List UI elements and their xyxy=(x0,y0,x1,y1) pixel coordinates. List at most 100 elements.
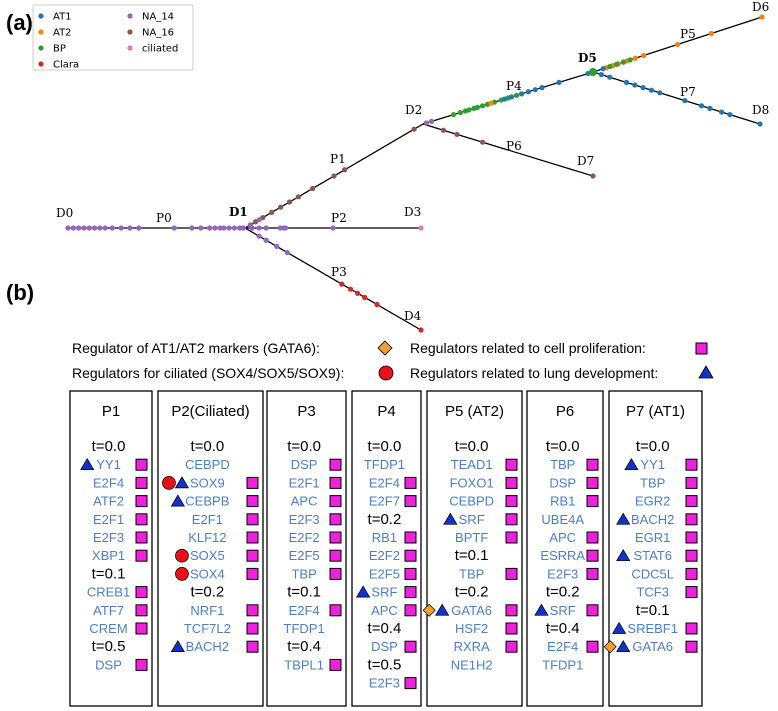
square-icon xyxy=(329,658,342,671)
legend-marker xyxy=(127,13,133,19)
legend-entry: NA_14 xyxy=(142,12,174,23)
gene-label: KLF12 xyxy=(188,530,226,545)
triangle-icon xyxy=(174,476,190,489)
square-icon xyxy=(404,567,417,580)
gene-label: APC xyxy=(371,603,398,618)
column-title: P2(Ciliated) xyxy=(171,403,249,420)
square-icon xyxy=(246,476,259,489)
diamond-icon xyxy=(603,640,617,654)
cell-point xyxy=(256,225,262,231)
node-label-d8: D8 xyxy=(752,103,769,117)
legend-marker xyxy=(127,45,133,51)
gene-label: TBP xyxy=(550,457,575,472)
square-icon xyxy=(685,531,698,544)
cell-point xyxy=(525,89,532,95)
cell-point xyxy=(97,225,103,231)
cell-type-legend: AT1 AT2 BP Clara NA_14 NA_16 ciliated xyxy=(32,4,194,71)
path-label-p4: P4 xyxy=(506,79,522,93)
gene-label: DSP xyxy=(371,639,398,654)
time-label: t=0.4 xyxy=(287,638,321,655)
cell-point xyxy=(451,112,457,118)
gene-label: EGR1 xyxy=(635,530,670,545)
square-icon xyxy=(586,549,599,562)
gene-label: E2F1 xyxy=(192,512,223,527)
cell-point xyxy=(600,66,606,72)
triangle-icon xyxy=(616,549,631,562)
square-icon xyxy=(505,531,518,544)
cell-point xyxy=(198,225,204,231)
gene-label: APC xyxy=(549,530,576,545)
column-frame xyxy=(266,390,347,707)
cell-point xyxy=(331,173,337,179)
gene-label: NRF1 xyxy=(190,603,224,618)
square-icon xyxy=(505,604,518,617)
gene-label: E2F4 xyxy=(93,475,124,490)
gene-label: GATA6 xyxy=(451,603,492,618)
gene-label: RB1 xyxy=(550,494,575,509)
key-proliferation-text: Regulators related to cell proliferation… xyxy=(410,340,646,356)
cell-point xyxy=(256,233,262,239)
gene-label: HSF2 xyxy=(455,621,488,636)
gene-label: TFDP1 xyxy=(542,657,583,672)
circle-icon xyxy=(175,548,189,563)
cell-point xyxy=(648,87,655,93)
column-title: P7 (AT1) xyxy=(626,403,685,420)
gene-label: E2F2 xyxy=(369,548,400,563)
cell-point xyxy=(718,109,725,115)
square-icon xyxy=(246,622,259,635)
gene-label: E2F3 xyxy=(369,676,400,691)
cell-point xyxy=(411,126,417,132)
key-gata6-text: Regulator of AT1/AT2 markers (GATA6): xyxy=(72,340,320,356)
square-icon xyxy=(685,513,698,526)
triangle-icon xyxy=(624,458,639,471)
cell-point xyxy=(207,225,213,231)
cell-point xyxy=(263,225,269,231)
path-label-p7: P7 xyxy=(680,85,696,99)
cell-point xyxy=(488,100,494,106)
gene-label: UBE4A xyxy=(541,512,584,527)
legend-entry: NA_16 xyxy=(142,28,174,39)
column-4: P4 t=0.0 TFDP1 E2F4 E2F7 t=0.2 RB1 E2F2 E2F5 SRF A… xyxy=(351,390,422,707)
key-lung-suffix: lung development: xyxy=(544,365,658,381)
gene-label: ATF7 xyxy=(93,603,124,618)
legend-entry: AT2 xyxy=(53,28,72,39)
gene-label: E2F1 xyxy=(289,475,320,490)
cell-point xyxy=(81,225,87,231)
gene-label: E2F4 xyxy=(289,603,320,618)
cell-point xyxy=(263,237,269,243)
cell-point xyxy=(440,127,446,133)
trajectory-tree: D0 D1 D2 D3 D4 D5 D6 D7 D8 P0 P1 P2 P3 P4 P5 P6 P7 xyxy=(56,0,769,333)
cell-point xyxy=(189,225,195,231)
cell-point xyxy=(707,105,713,111)
legend-entry: BP xyxy=(53,44,66,55)
column-2: P2(Ciliated) t=0.0 CEBPD SOX9 CEBPB E2F1 KLF12… xyxy=(157,390,264,707)
node-label-d5: D5 xyxy=(578,51,597,65)
gene-label: SRF xyxy=(550,603,576,618)
gene-label: TBP xyxy=(291,566,316,581)
cell-point xyxy=(539,85,545,91)
cell-point xyxy=(91,225,98,231)
cell-point xyxy=(632,55,638,61)
time-label: t=0.0 xyxy=(636,438,670,455)
cell-point xyxy=(589,68,597,76)
cell-point xyxy=(339,281,345,287)
gene-label: FOXO1 xyxy=(450,475,494,490)
gene-label: E2F3 xyxy=(93,530,124,545)
gene-label: CEBPD xyxy=(449,494,494,509)
cell-point xyxy=(86,225,92,231)
cell-point xyxy=(221,225,227,231)
column-frame xyxy=(426,390,523,707)
square-icon xyxy=(246,513,259,526)
cell-point xyxy=(727,112,733,118)
gene-label: CREM xyxy=(89,621,127,636)
cell-point xyxy=(682,98,688,104)
column-title: P1 xyxy=(102,403,120,420)
key-triangle-icon xyxy=(698,365,714,379)
column-frame xyxy=(526,390,604,707)
time-label: t=0.1 xyxy=(92,565,126,582)
square-icon xyxy=(246,495,259,508)
cell-point xyxy=(632,82,638,88)
cell-point xyxy=(428,118,435,124)
square-icon xyxy=(685,549,698,562)
column-7: P7 (AT1) t=0.0 YY1 TBP EGR2 BACH2 EGR1 STAT6 CDC… xyxy=(603,390,703,707)
